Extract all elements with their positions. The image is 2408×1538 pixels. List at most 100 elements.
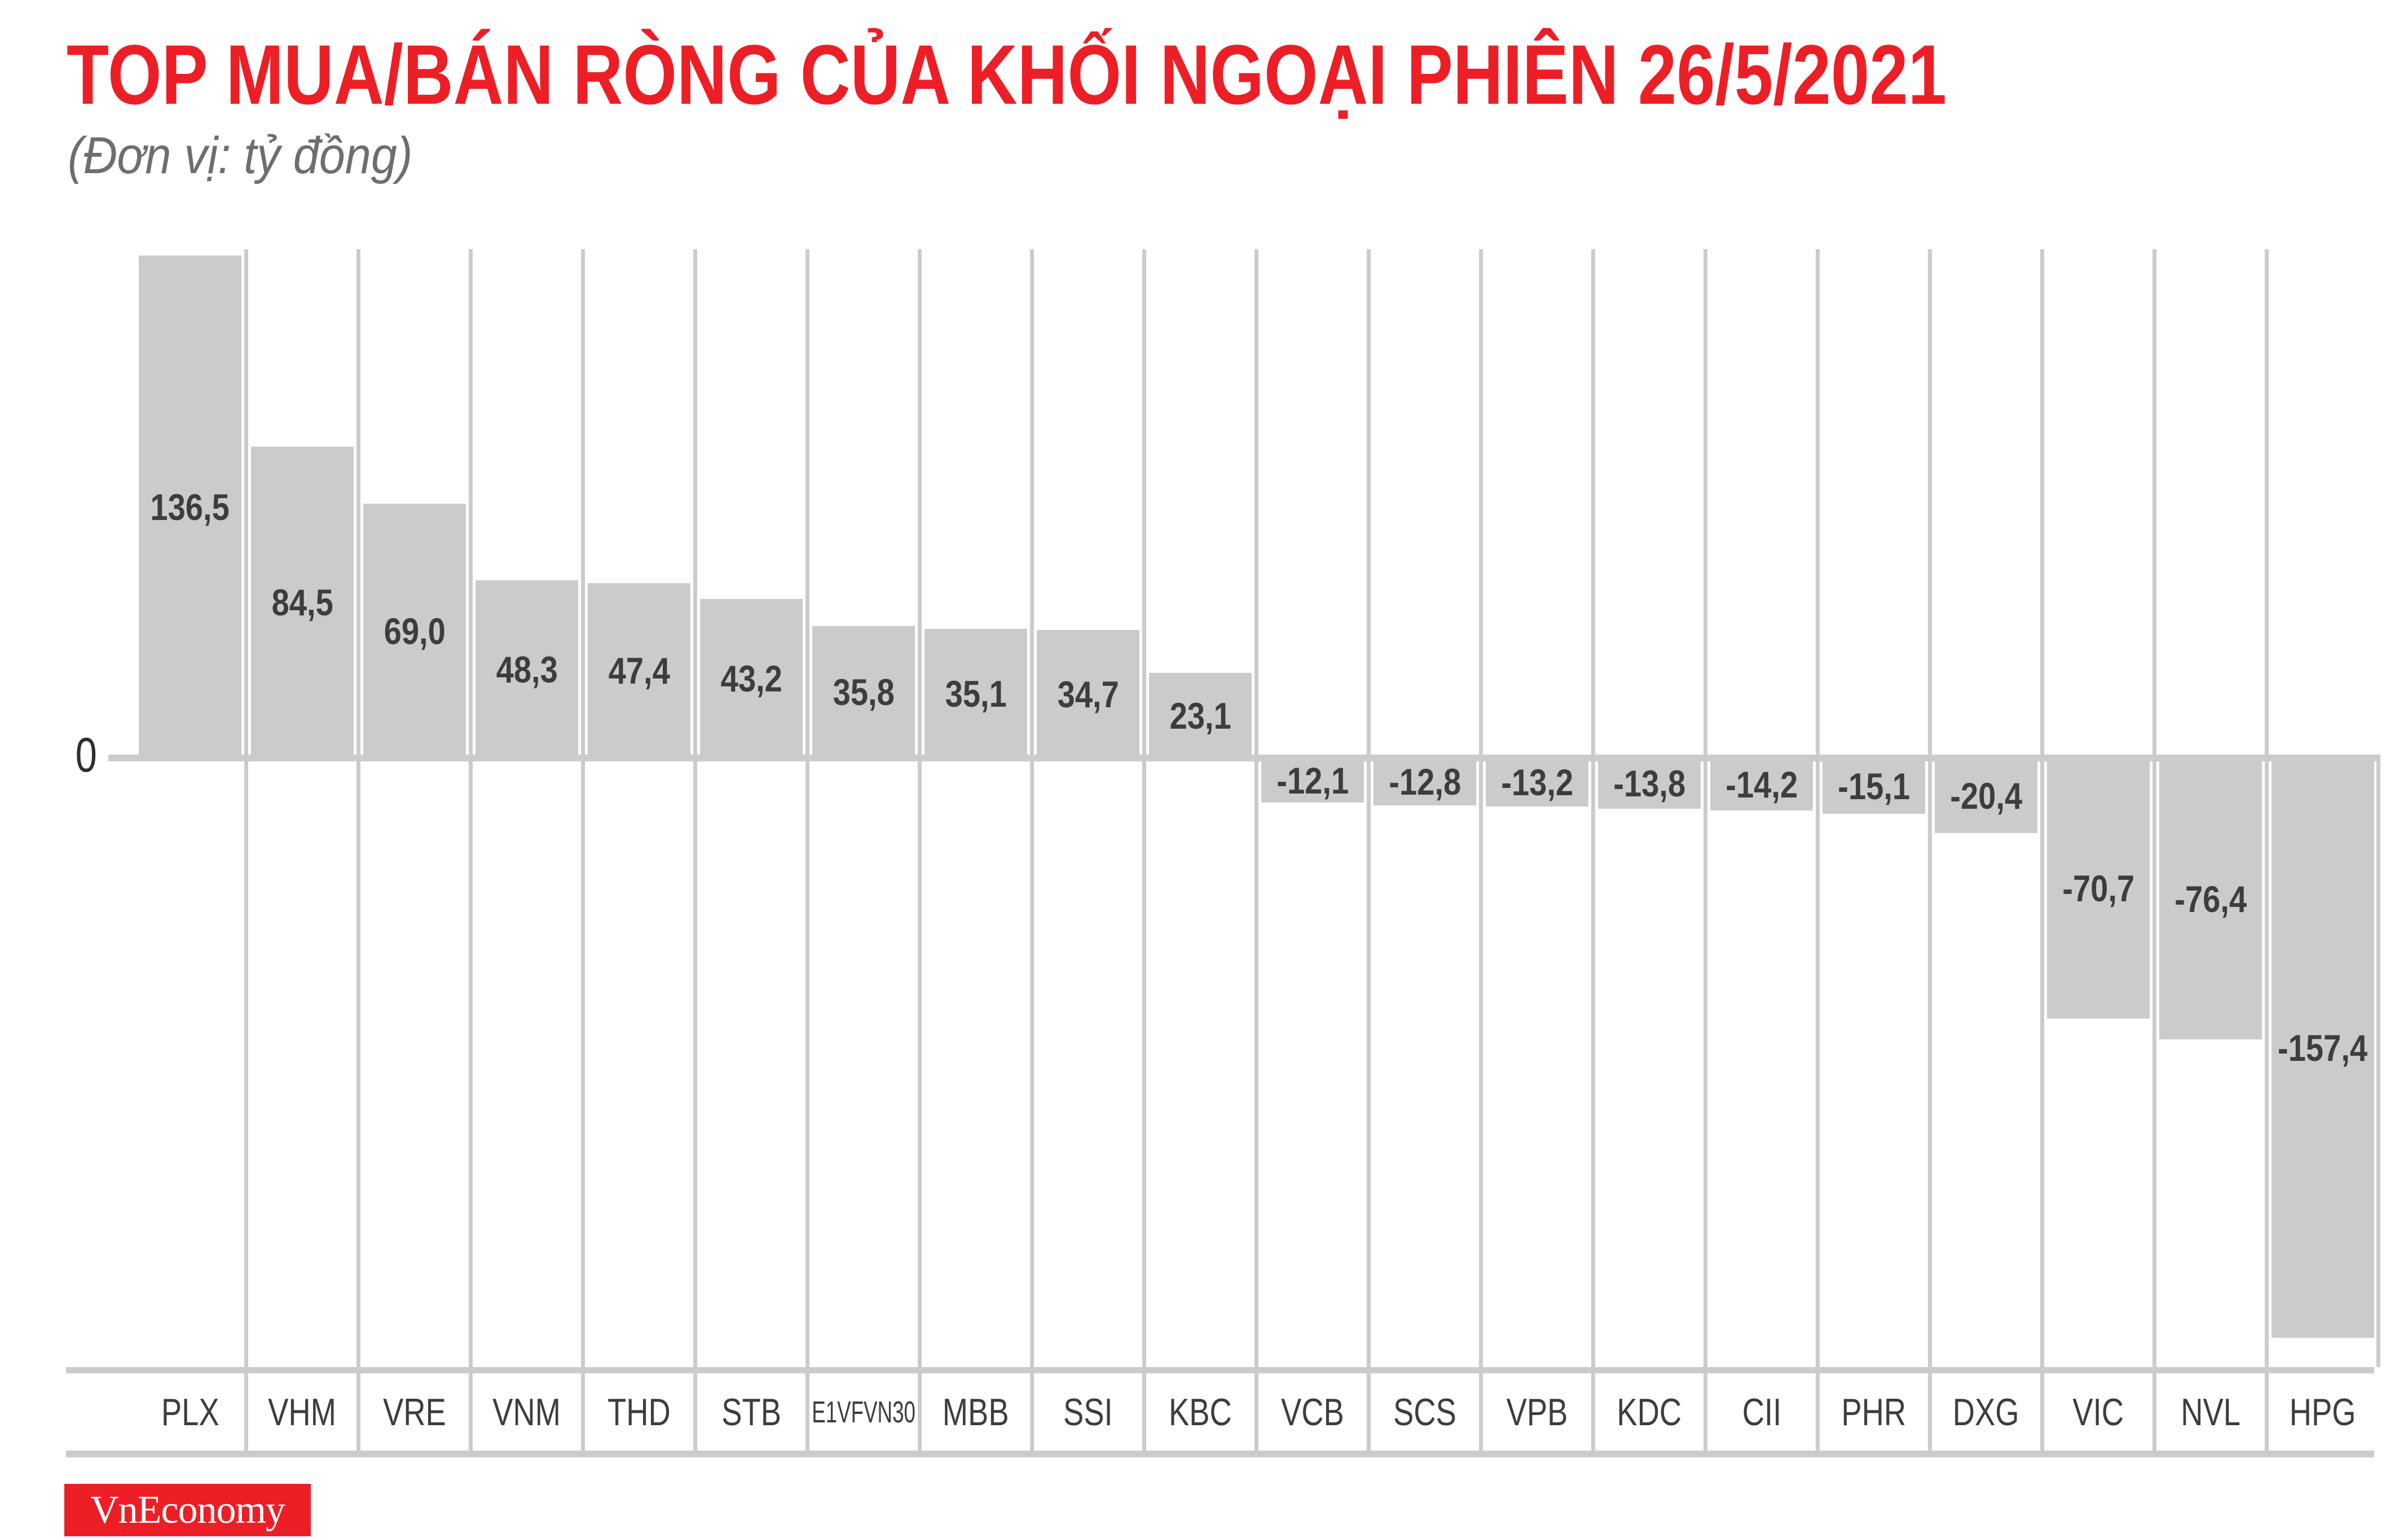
category-text-VIC: VIC xyxy=(2072,1390,2124,1434)
category-label-NVL: NVL xyxy=(2159,1373,2262,1451)
value-text-HPG: -157,4 xyxy=(2278,1027,2368,1069)
category-label-VCB: VCB xyxy=(1261,1373,1364,1451)
value-text-VNM: 48,3 xyxy=(496,648,558,690)
category-label-KBC: KBC xyxy=(1149,1373,1252,1451)
bar-SCS xyxy=(1374,758,1476,805)
category-text-VCB: VCB xyxy=(1281,1390,1344,1434)
bar-PHR xyxy=(1822,758,1925,814)
value-label-SCS: -12,8 xyxy=(1374,758,1476,805)
bar-VHM xyxy=(251,447,354,758)
category-gridline-1 xyxy=(244,249,248,1451)
category-label-STB: STB xyxy=(700,1373,803,1451)
category-gridline-5 xyxy=(693,249,697,1451)
category-gridline-2 xyxy=(356,249,360,1451)
category-label-PHR: PHR xyxy=(1822,1373,1925,1451)
value-label-PHR: -15,1 xyxy=(1822,758,1925,814)
bar-E1VFVN30 xyxy=(812,626,915,758)
category-label-SCS: SCS xyxy=(1374,1373,1476,1451)
category-label-THD: THD xyxy=(588,1373,690,1451)
category-gridline-9 xyxy=(1142,249,1146,1451)
category-gridline-right-edge xyxy=(2376,758,2380,1367)
bar-KBC xyxy=(1149,673,1252,758)
category-text-E1VFVN30: E1VFVN30 xyxy=(812,1395,915,1429)
bar-SSI xyxy=(1037,630,1139,758)
value-label-CII: -14,2 xyxy=(1710,758,1813,810)
category-text-MBB: MBB xyxy=(943,1390,1009,1434)
category-label-PLX: PLX xyxy=(139,1373,241,1451)
category-text-HPG: HPG xyxy=(2290,1390,2356,1434)
category-label-VHM: VHM xyxy=(251,1373,354,1451)
bar-CII xyxy=(1710,758,1813,810)
value-label-VIC: -70,7 xyxy=(2047,758,2150,1019)
value-text-PLX: 136,5 xyxy=(150,486,230,528)
category-gridline-13 xyxy=(1591,249,1595,1451)
category-label-MBB: MBB xyxy=(925,1373,1027,1451)
bar-VCB xyxy=(1261,758,1364,803)
category-text-STB: STB xyxy=(721,1390,781,1434)
value-label-STB: 43,2 xyxy=(700,599,803,758)
value-text-DXG: -20,4 xyxy=(1950,774,2022,817)
category-text-NVL: NVL xyxy=(2181,1390,2240,1434)
page-title: TOP MUA/BÁN RÒNG CỦA KHỐI NGOẠI PHIÊN 26… xyxy=(67,28,2359,121)
value-label-VPB: -13,2 xyxy=(1486,758,1588,807)
value-text-NVL: -76,4 xyxy=(2174,878,2247,920)
category-gridline-17 xyxy=(2040,249,2044,1451)
value-text-SCS: -12,8 xyxy=(1389,761,1461,803)
value-label-HPG: -157,4 xyxy=(2271,758,2374,1338)
page-title-text: TOP MUA/BÁN RÒNG CỦA KHỐI NGOẠI PHIÊN 26… xyxy=(67,27,1947,122)
value-label-MBB: 35,1 xyxy=(925,629,1027,758)
bar-NVL xyxy=(2159,758,2262,1039)
bar-STB xyxy=(700,599,803,758)
category-label-KDC: KDC xyxy=(1598,1373,1701,1451)
bar-VPB xyxy=(1486,758,1588,807)
value-text-KDC: -13,8 xyxy=(1613,763,1685,804)
category-label-E1VFVN30: E1VFVN30 xyxy=(812,1373,915,1451)
category-gridline-10 xyxy=(1254,249,1258,1451)
value-label-THD: 47,4 xyxy=(588,583,690,758)
vneconomy-logo: VnEconomy xyxy=(64,1484,311,1536)
category-text-SSI: SSI xyxy=(1063,1390,1113,1434)
bar-VIC xyxy=(2047,758,2150,1019)
bar-HPG xyxy=(2271,758,2374,1338)
value-text-MBB: 35,1 xyxy=(945,672,1007,715)
category-text-VHM: VHM xyxy=(268,1390,337,1434)
value-label-E1VFVN30: 35,8 xyxy=(812,626,915,758)
category-text-VRE: VRE xyxy=(383,1390,446,1434)
category-gridline-8 xyxy=(1030,249,1034,1451)
category-gridline-4 xyxy=(581,249,585,1451)
category-label-SSI: SSI xyxy=(1037,1373,1139,1451)
value-text-VHM: 84,5 xyxy=(271,581,333,623)
category-text-KDC: KDC xyxy=(1617,1390,1682,1434)
page-subtitle-text: (Đơn vị: tỷ đồng) xyxy=(68,127,413,184)
category-gridline-7 xyxy=(918,249,922,1451)
category-label-VPB: VPB xyxy=(1486,1373,1588,1451)
y-axis-zero-tick-label: 0 xyxy=(75,728,97,782)
value-label-KDC: -13,8 xyxy=(1598,758,1701,809)
value-text-SSI: 34,7 xyxy=(1057,673,1119,715)
category-gridline-6 xyxy=(805,249,809,1451)
category-label-VIC: VIC xyxy=(2047,1373,2150,1451)
bar-THD xyxy=(588,583,690,758)
value-text-STB: 43,2 xyxy=(720,658,782,699)
value-label-VRE: 69,0 xyxy=(363,504,466,758)
category-text-VPB: VPB xyxy=(1506,1390,1568,1434)
value-text-VIC: -70,7 xyxy=(2062,867,2134,909)
category-gridline-12 xyxy=(1479,249,1483,1451)
category-text-THD: THD xyxy=(607,1390,671,1434)
category-text-SCS: SCS xyxy=(1393,1390,1456,1434)
category-label-CII: CII xyxy=(1710,1373,1813,1451)
bar-MBB xyxy=(925,629,1027,758)
value-label-SSI: 34,7 xyxy=(1037,630,1139,758)
category-text-VNM: VNM xyxy=(492,1390,561,1434)
value-text-CII: -14,2 xyxy=(1725,763,1798,805)
category-text-CII: CII xyxy=(1742,1390,1781,1434)
bar-VRE xyxy=(363,504,466,758)
category-gridline-16 xyxy=(1928,249,1932,1451)
vneconomy-logo-text: VnEconomy xyxy=(90,1488,285,1532)
value-text-VCB: -12,1 xyxy=(1276,759,1349,801)
category-text-PHR: PHR xyxy=(1841,1390,1907,1434)
axis-band-bottom xyxy=(66,1451,2374,1457)
category-gridline-3 xyxy=(469,249,473,1451)
